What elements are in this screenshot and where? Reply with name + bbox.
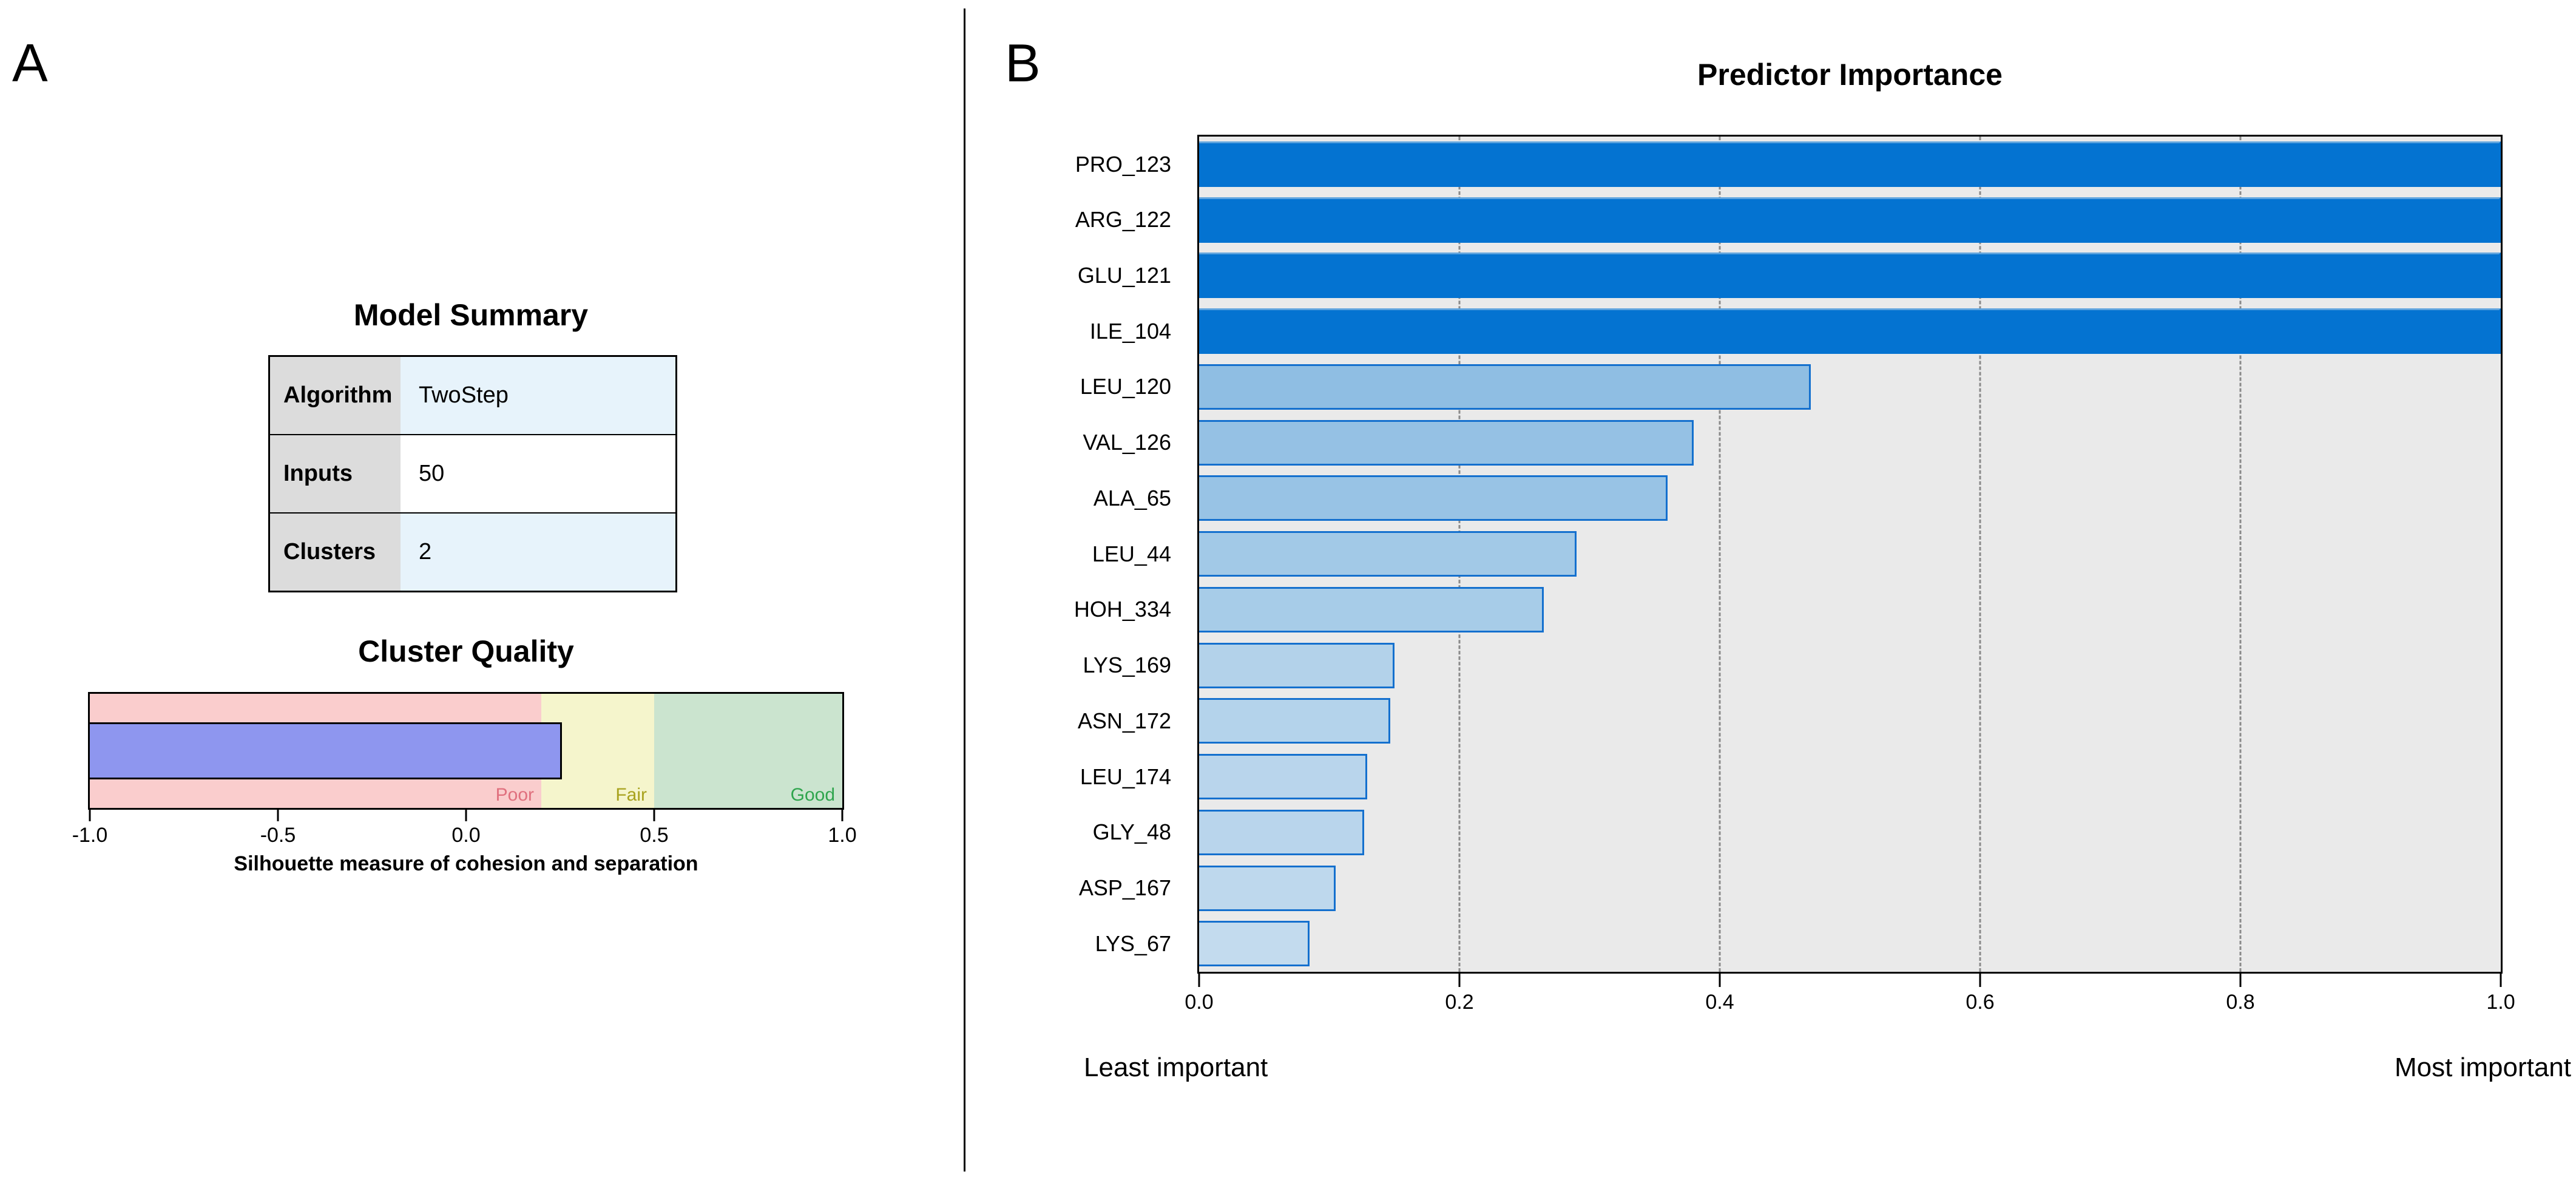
bar-category-label: LYS_67 <box>1095 931 1171 956</box>
cluster-quality-title: Cluster Quality <box>358 634 574 668</box>
gridline <box>1979 137 1981 972</box>
model-summary-table: Algorithm TwoStep Inputs 50 Clusters 2 <box>268 355 677 592</box>
axis-tick <box>2500 974 2502 987</box>
axis-tick-label: 0.0 <box>1185 991 1214 1014</box>
importance-bar <box>1199 865 1336 911</box>
bar-category-label: LEU_120 <box>1080 374 1171 399</box>
table-row-label: Algorithm <box>270 357 401 434</box>
axis-tick <box>89 808 91 821</box>
axis-tick-label: 0.4 <box>1705 991 1734 1014</box>
table-row: Algorithm TwoStep <box>270 357 675 435</box>
axis-tick-label: 0.6 <box>1966 991 1995 1014</box>
cluster-quality-axis-title: Silhouette measure of cohesion and separ… <box>234 852 698 875</box>
bar-category-label: LEU_44 <box>1092 541 1171 566</box>
importance-bar <box>1199 419 1694 466</box>
importance-bar <box>1199 921 1310 967</box>
table-row-label: Clusters <box>270 514 401 591</box>
bar-category-label: GLU_121 <box>1077 262 1171 288</box>
axis-tick-label: -1.0 <box>72 824 108 847</box>
least-important-label: Least important <box>1084 1053 1268 1082</box>
table-row-value: 2 <box>401 514 675 591</box>
axis-tick <box>2239 974 2242 987</box>
axis-tick-label: 1.0 <box>2486 991 2515 1014</box>
importance-bar <box>1199 253 2501 299</box>
axis-tick <box>841 808 843 821</box>
quality-zone-label-good: Good <box>790 785 835 805</box>
model-summary-title: Model Summary <box>353 298 589 332</box>
axis-tick <box>1458 974 1461 987</box>
bar-category-label: ALA_65 <box>1093 485 1171 510</box>
table-row-value: TwoStep <box>401 357 675 434</box>
most-important-label: Most important <box>2395 1053 2571 1082</box>
panel-a-label: A <box>12 33 48 93</box>
predictor-importance-plot-area <box>1197 135 2503 974</box>
bar-category-label: ASN_172 <box>1077 708 1171 733</box>
quality-zone-good <box>654 694 842 808</box>
importance-bar <box>1199 475 1668 521</box>
table-row-label: Inputs <box>270 435 401 512</box>
importance-bar <box>1199 809 1365 855</box>
table-row: Clusters 2 <box>270 514 675 591</box>
silhouette-bar <box>90 722 562 779</box>
axis-tick-label: 0.5 <box>640 824 669 847</box>
bar-category-label: HOH_334 <box>1073 597 1171 622</box>
importance-bar <box>1199 586 1544 632</box>
importance-bar <box>1199 308 2501 354</box>
table-row-value: 50 <box>401 435 675 512</box>
bar-category-label: LEU_174 <box>1080 764 1171 789</box>
cluster-quality-chart: Poor Fair Good <box>88 692 844 810</box>
gridline <box>1719 137 1721 972</box>
panel-b-label: B <box>1005 33 1041 93</box>
bar-category-label: ASP_167 <box>1078 875 1171 901</box>
gridline <box>2239 137 2242 972</box>
axis-tick <box>1979 974 1981 987</box>
cluster-quality-axis: -1.0 -0.5 0.0 0.5 1.0 <box>72 808 857 856</box>
axis-tick-label: 0.2 <box>1445 991 1474 1014</box>
importance-bar <box>1199 141 2501 187</box>
bar-category-label: VAL_126 <box>1083 430 1171 455</box>
axis-tick-label: 1.0 <box>828 824 857 847</box>
bar-category-label: ARG_122 <box>1075 207 1171 232</box>
importance-bar <box>1199 364 1811 410</box>
bar-category-label: GLY_48 <box>1092 819 1171 845</box>
bar-category-label: ILE_104 <box>1089 318 1171 344</box>
bar-category-label: PRO_123 <box>1075 151 1171 177</box>
axis-tick <box>277 808 279 821</box>
bar-category-label: LYS_169 <box>1083 653 1171 678</box>
axis-tick-label: 0.8 <box>2226 991 2255 1014</box>
axis-tick <box>653 808 655 821</box>
axis-tick <box>465 808 467 821</box>
panel-divider-line <box>964 8 965 1172</box>
axis-tick <box>1198 974 1200 987</box>
axis-tick-label: -0.5 <box>260 824 296 847</box>
quality-zone-label-fair: Fair <box>615 785 647 805</box>
importance-bar <box>1199 197 2501 243</box>
importance-bar <box>1199 531 1577 577</box>
axis-tick <box>1719 974 1721 987</box>
axis-tick-label: 0.0 <box>451 824 481 847</box>
quality-zone-label-poor: Poor <box>495 785 534 805</box>
importance-bar <box>1199 698 1391 744</box>
predictor-importance-title: Predictor Importance <box>1697 58 2003 92</box>
importance-bar <box>1199 754 1367 800</box>
importance-bar <box>1199 642 1394 688</box>
table-row: Inputs 50 <box>270 435 675 514</box>
